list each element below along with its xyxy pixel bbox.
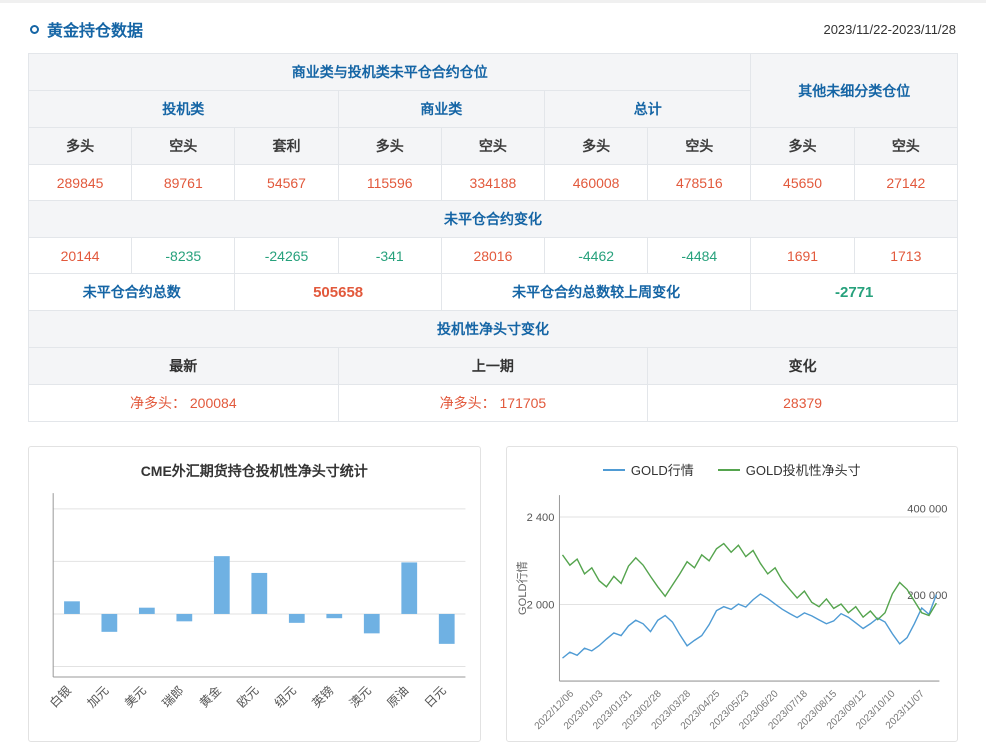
position-value-cell: 115596 (337, 164, 442, 201)
net-latest-value: 净多头： 200084 (28, 384, 339, 422)
svg-text:日元: 日元 (422, 683, 449, 710)
position-value-cell: 89761 (131, 164, 236, 201)
position-value-cell: 478516 (647, 164, 752, 201)
weekly-change-value: -2771 (750, 273, 958, 311)
svg-text:白银: 白银 (46, 683, 74, 711)
net-change-value: 28379 (647, 384, 958, 422)
col-header-cell: 空头 (853, 127, 959, 165)
position-value-cell: 45650 (750, 164, 855, 201)
total-oi-label: 未平仓合约总数 (27, 273, 236, 311)
category-header-commercial: 商业类 (337, 90, 546, 128)
chart-legend: GOLD行情 GOLD投机性净头寸 (515, 460, 950, 479)
bar-chart-panel: CME外汇期货持仓投机性净头寸统计 白银 加元 美元 瑞郎 黄金 欧元 纽元 英镑 澳元 原油 日元 (28, 446, 481, 742)
change-value-cell: 20144 (27, 237, 133, 274)
net-position-line-swatch (717, 468, 740, 471)
svg-text:原油: 原油 (384, 683, 411, 710)
date-range: 2023/11/22-2023/11/28 (823, 21, 956, 37)
charts-row: CME外汇期货持仓投机性净头寸统计 白银 加元 美元 瑞郎 黄金 欧元 纽元 英镑 澳元 原油 日元… (28, 446, 958, 742)
col-header-cell: 套利 (234, 127, 339, 165)
svg-text:英镑: 英镑 (309, 683, 337, 711)
total-oi-value: 505658 (234, 273, 442, 311)
page-title-text: 黄金持仓数据 (47, 23, 144, 40)
svg-text:200 000: 200 000 (907, 590, 947, 602)
category-header-speculative: 投机类 (28, 90, 339, 128)
title-bullet-icon (30, 24, 39, 34)
net-header-previous: 上一期 (337, 347, 649, 385)
change-value-cell: 1713 (853, 237, 959, 274)
svg-text:黄金: 黄金 (196, 683, 224, 711)
svg-text:2 000: 2 000 (526, 600, 554, 612)
change-value-cell: -4462 (544, 237, 649, 274)
svg-text:400 000: 400 000 (907, 504, 947, 516)
bar-chart-title: CME外汇期货持仓投机性净头寸统计 (140, 463, 368, 479)
svg-text:欧元: 欧元 (234, 683, 261, 710)
change-value-cell: -4484 (647, 237, 752, 274)
group-header-main: 商业类与投机类未平仓合约仓位 (27, 53, 752, 91)
category-header-total: 总计 (544, 90, 752, 128)
positions-table: 商业类与投机类未平仓合约仓位 其他未细分类仓位 投机类 商业类 总计 多头 空头… (27, 53, 959, 422)
svg-text:澳元: 澳元 (347, 683, 374, 710)
svg-text:纽元: 纽元 (272, 683, 299, 710)
net-header-latest: 最新 (28, 347, 339, 385)
svg-text:加元: 加元 (84, 683, 111, 710)
legend-item-net-position[interactable]: GOLD投机性净头寸 (717, 460, 861, 479)
svg-text:2 400: 2 400 (526, 512, 554, 524)
net-header-change: 变化 (647, 347, 958, 385)
legend-label: GOLD投机性净头寸 (745, 463, 861, 478)
col-header-cell: 多头 (750, 127, 855, 165)
net-section-title: 投机性净头寸变化 (28, 310, 958, 348)
col-header-cell: 多头 (337, 127, 442, 165)
bar-chart: 白银 加元 美元 瑞郎 黄金 欧元 纽元 英镑 澳元 原油 日元 (46, 493, 466, 711)
change-value-cell: -24265 (234, 237, 339, 274)
change-section-title: 未平仓合约变化 (28, 200, 958, 238)
position-value-cell: 289845 (27, 164, 133, 201)
col-header-cell: 空头 (131, 127, 236, 165)
svg-text:瑞郎: 瑞郎 (159, 683, 186, 710)
change-value-cell: 28016 (440, 237, 546, 274)
col-header-cell: 多头 (544, 127, 649, 165)
col-header-cell: 空头 (647, 127, 752, 165)
gold-price-line-swatch (602, 468, 625, 471)
weekly-change-label: 未平仓合约总数较上周变化 (440, 273, 752, 311)
col-header-cell: 多头 (27, 127, 133, 165)
position-value-cell: 334188 (440, 164, 546, 201)
legend-item-gold-price[interactable]: GOLD行情 (602, 460, 694, 479)
line-chart-panel: GOLD行情 GOLD投机性净头寸 2 400 2 000 400 000 200 0… (505, 446, 958, 742)
legend-label: GOLD行情 (630, 463, 694, 478)
change-value-cell: -8235 (131, 237, 236, 274)
page-header: 黄金持仓数据 2023/11/22-2023/11/28 (28, 7, 958, 53)
position-value-cell: 27142 (853, 164, 959, 201)
svg-text:GOLD行情: GOLD行情 (516, 561, 529, 615)
change-value-cell: 1691 (750, 237, 855, 274)
col-header-cell: 空头 (440, 127, 546, 165)
net-previous-value: 净多头： 171705 (337, 384, 649, 422)
group-header-other: 其他未细分类仓位 (750, 53, 958, 128)
position-value-cell: 54567 (234, 164, 339, 201)
position-value-cell: 460008 (544, 164, 649, 201)
svg-text:美元: 美元 (122, 683, 149, 710)
page-title: 黄金持仓数据 (30, 17, 143, 41)
change-value-cell: -341 (337, 237, 442, 274)
